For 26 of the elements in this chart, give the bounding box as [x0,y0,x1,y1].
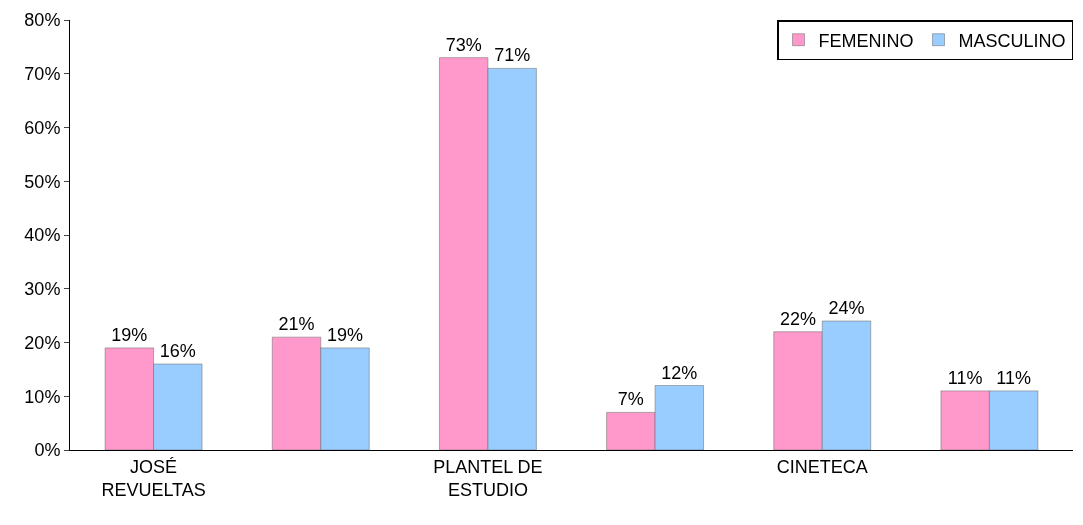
data-label: 11% [947,367,983,388]
data-label: 11% [996,367,1032,388]
y-tick-label: 40% [24,225,61,246]
data-label: 16% [159,341,196,361]
y-tick-label: 0% [34,440,61,461]
data-label: 12% [661,362,698,383]
data-label: 71% [494,45,531,66]
data-label: 73% [445,34,482,55]
x-tick-label: CINETECA [776,456,868,477]
legend-label: MASCULINO [958,30,1066,51]
y-tick-label: 10% [24,386,61,407]
y-tick-label: 60% [24,117,61,138]
y-tick-label: 50% [24,171,61,192]
y-tick-label: 20% [24,332,61,353]
data-label: 7% [617,389,644,410]
x-tick-label: PLANTEL DE ESTUDIO [433,456,543,500]
data-label: 22% [779,308,817,329]
y-tick-label: 70% [24,64,61,85]
legend-label: FEMENINO [818,30,914,51]
data-label: 19% [111,324,148,345]
data-label: 24% [828,298,865,318]
data-label: 19% [326,324,364,345]
data-label: 21% [278,314,315,335]
y-tick-label: 80% [24,10,61,31]
y-tick-label: 30% [24,279,61,300]
x-tick-label: JOSÉ REVUELTAS [101,456,206,500]
